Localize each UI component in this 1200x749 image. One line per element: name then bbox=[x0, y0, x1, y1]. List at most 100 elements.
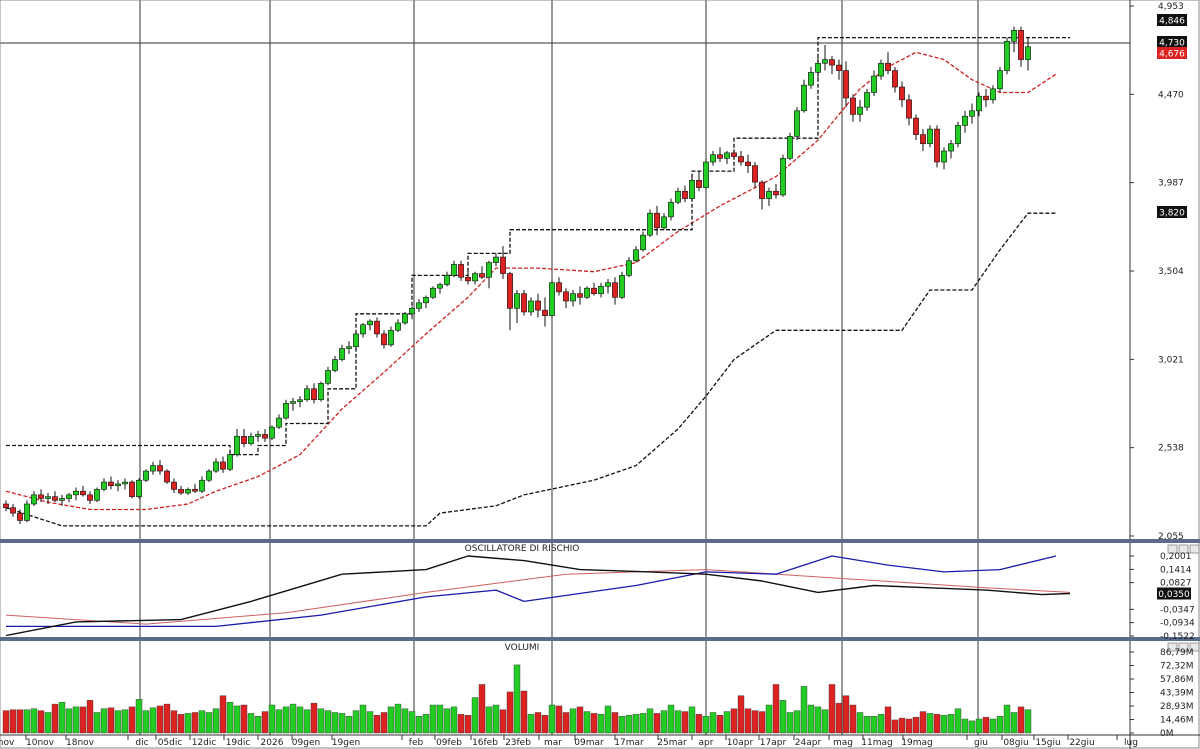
candle bbox=[661, 213, 667, 230]
price-tick-label: 4,470 bbox=[1158, 90, 1184, 100]
vol-tick-label: 28,93M bbox=[1160, 702, 1194, 712]
time-tick-label: 16feb bbox=[472, 738, 498, 748]
price-tick-label: 2,538 bbox=[1158, 444, 1184, 454]
close-panel-button[interactable] bbox=[1189, 642, 1200, 652]
candle-body bbox=[871, 75, 877, 93]
candle-body bbox=[353, 333, 359, 348]
candle bbox=[206, 469, 212, 483]
candle bbox=[724, 151, 730, 164]
candle-body bbox=[38, 494, 44, 499]
volume-bar bbox=[541, 715, 549, 734]
vol-tick-label: 72,32M bbox=[1160, 662, 1194, 672]
volume-bar bbox=[443, 708, 451, 734]
candle bbox=[612, 277, 618, 305]
candle-body bbox=[745, 161, 751, 166]
last-price-label: 4,730 bbox=[1157, 36, 1187, 49]
candle-body bbox=[185, 489, 191, 494]
time-tick-label: 19gen bbox=[332, 738, 360, 748]
candle bbox=[920, 129, 926, 152]
candle bbox=[696, 171, 702, 192]
min-panel-button[interactable] bbox=[1167, 642, 1178, 652]
volume-title: VOLUMI bbox=[505, 643, 540, 653]
volume-bar bbox=[121, 709, 129, 734]
candle bbox=[45, 493, 51, 504]
volume-bar bbox=[919, 711, 927, 734]
candle bbox=[185, 487, 191, 495]
candle-body bbox=[1018, 30, 1024, 60]
ma-price-label-bg bbox=[1157, 47, 1187, 59]
oscillator-blue-line bbox=[6, 555, 1057, 628]
volume-bar bbox=[51, 703, 59, 734]
candle bbox=[297, 396, 303, 408]
volume-bar bbox=[681, 711, 689, 734]
candle-body bbox=[864, 92, 870, 108]
volume-bar bbox=[632, 714, 640, 734]
candle bbox=[227, 450, 233, 472]
candle bbox=[549, 279, 555, 318]
max-panel-button[interactable] bbox=[1178, 544, 1189, 554]
candle bbox=[1025, 37, 1031, 71]
candle bbox=[199, 476, 205, 494]
candle-body bbox=[136, 479, 142, 497]
ma-price-label: 4,676 bbox=[1157, 47, 1187, 60]
candle-body bbox=[73, 490, 79, 496]
candle bbox=[584, 286, 590, 300]
candle-body bbox=[955, 125, 961, 145]
candle-body bbox=[94, 489, 100, 501]
volume-bar bbox=[688, 706, 696, 734]
candle bbox=[388, 326, 394, 347]
candle bbox=[913, 114, 919, 141]
volume-bar bbox=[548, 704, 556, 734]
candle-body bbox=[794, 110, 800, 137]
candle bbox=[689, 176, 695, 201]
candle-body bbox=[164, 470, 170, 483]
volume-bar bbox=[513, 664, 521, 734]
candle-body bbox=[122, 481, 128, 485]
volume-bar bbox=[660, 710, 668, 734]
candle bbox=[976, 92, 982, 117]
volume-bar bbox=[807, 704, 815, 734]
close-panel-button[interactable] bbox=[1189, 544, 1200, 554]
volume-bar bbox=[492, 704, 500, 734]
candle-body bbox=[80, 490, 86, 496]
volume-bar bbox=[275, 709, 283, 734]
candle bbox=[283, 399, 289, 420]
volume-bar bbox=[954, 708, 962, 734]
candle bbox=[794, 107, 800, 141]
volume-bar bbox=[324, 710, 332, 734]
volume-bar bbox=[667, 704, 675, 734]
candle bbox=[766, 187, 772, 206]
price-tick-label: 3,504 bbox=[1158, 267, 1184, 277]
volume-bar bbox=[135, 699, 143, 734]
candle bbox=[395, 319, 401, 333]
volume-bar bbox=[37, 710, 45, 734]
candle-body bbox=[542, 309, 548, 316]
candle-body bbox=[983, 95, 989, 101]
min-panel-button[interactable] bbox=[1167, 544, 1178, 554]
osc-tick-label: 0,1414 bbox=[1160, 565, 1192, 575]
candle-body bbox=[87, 494, 93, 501]
candle bbox=[787, 132, 793, 161]
time-tick-label: 23feb bbox=[505, 738, 531, 748]
vol-tick-label: 14,46M bbox=[1160, 716, 1194, 726]
candle-body bbox=[381, 333, 387, 346]
volume-bar bbox=[709, 712, 717, 734]
candle-body bbox=[115, 483, 121, 487]
volume-bar bbox=[947, 714, 955, 734]
max-panel-button[interactable] bbox=[1178, 642, 1189, 652]
candle bbox=[171, 478, 177, 494]
candle-body bbox=[1004, 40, 1010, 71]
candle-body bbox=[423, 297, 429, 304]
candle bbox=[234, 429, 240, 457]
candle bbox=[1018, 26, 1024, 67]
high-price-label-bg bbox=[1157, 14, 1187, 26]
volume-bar bbox=[436, 704, 444, 734]
candle bbox=[129, 480, 135, 499]
volume-bar bbox=[16, 709, 24, 734]
candle bbox=[500, 246, 506, 280]
candle-body bbox=[332, 359, 338, 371]
